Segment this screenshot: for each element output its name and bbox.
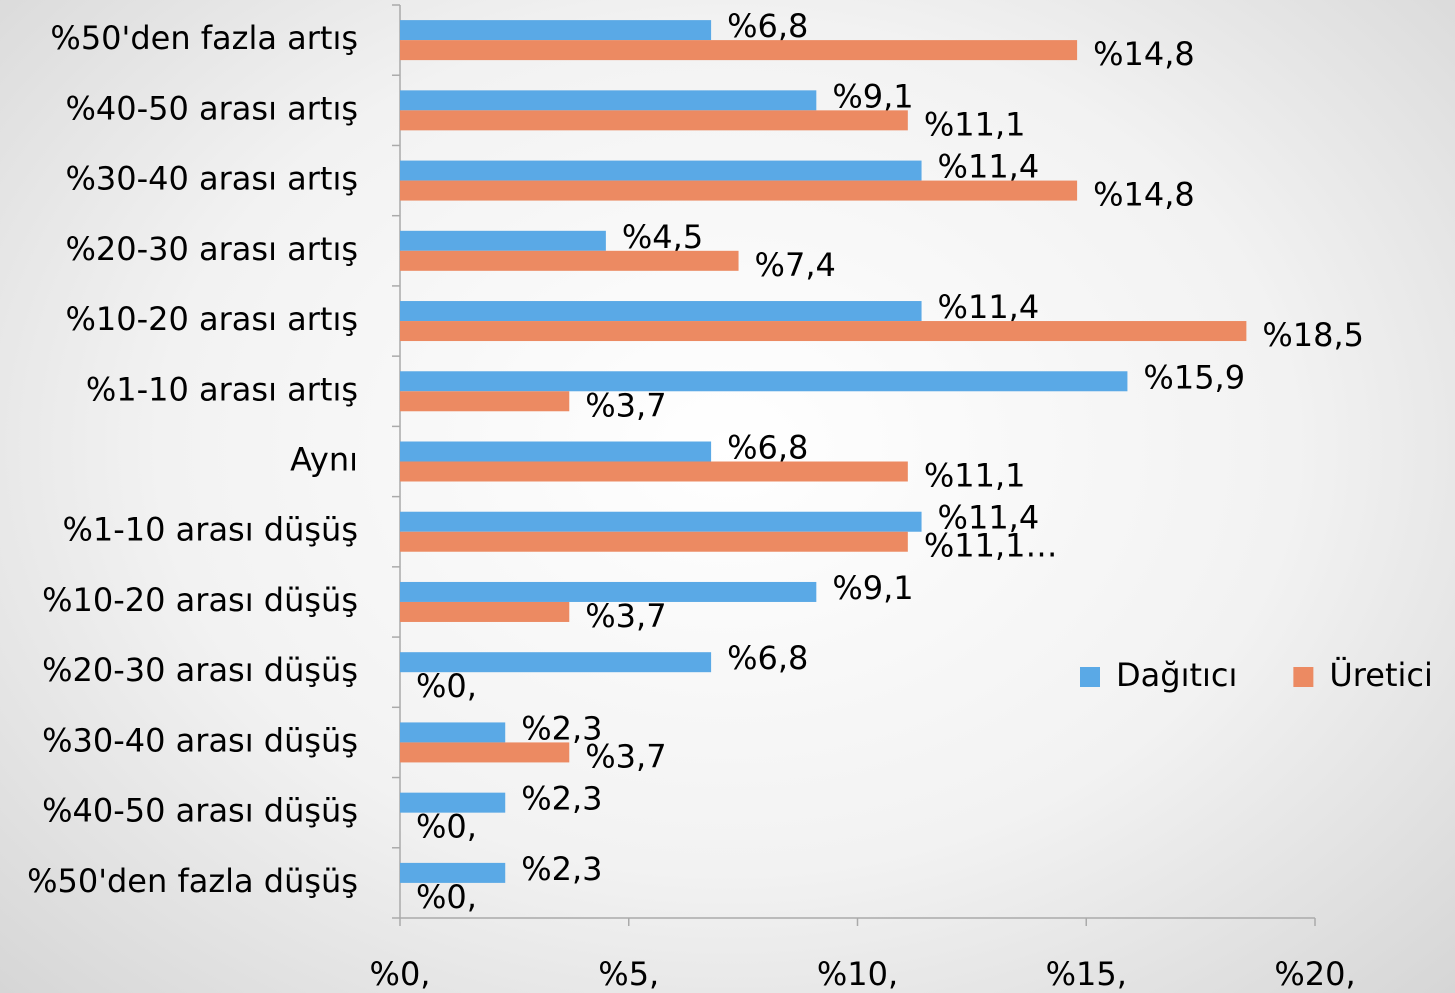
- data-label: %4,5: [622, 218, 703, 256]
- data-label: %9,1: [832, 77, 913, 115]
- y-tick-label: %20-30 arası artış: [65, 230, 358, 268]
- bar: [400, 531, 908, 552]
- data-label: %11,4: [938, 499, 1040, 537]
- legend-swatch: [1293, 667, 1314, 687]
- x-tick-label: %15,: [1046, 955, 1127, 993]
- x-tick-label: %10,: [817, 955, 898, 993]
- bar: [400, 40, 1078, 61]
- data-label: %3,7: [585, 386, 666, 424]
- bar: [400, 90, 817, 111]
- data-label: %11,1: [924, 105, 1026, 143]
- bar: [400, 371, 1128, 392]
- bar: [400, 321, 1247, 342]
- y-tick-label: %40-50 arası artış: [65, 89, 358, 127]
- bar: [400, 461, 908, 482]
- data-label: %18,5: [1262, 316, 1364, 354]
- bar: [400, 601, 570, 622]
- data-label: %2,3: [521, 850, 602, 888]
- data-label: %6,8: [727, 7, 808, 45]
- y-tick-label: %30-40 arası artış: [65, 160, 358, 198]
- data-label: %9,1: [832, 569, 913, 607]
- bar: [400, 862, 506, 883]
- data-label: %2,3: [521, 709, 602, 747]
- data-label: %7,4: [755, 246, 836, 284]
- data-label: %6,8: [727, 429, 808, 467]
- legend-swatch: [1080, 667, 1100, 687]
- data-label: %11,1…: [924, 527, 1058, 565]
- data-label: %6,8: [727, 639, 808, 677]
- x-tick-label: %20,: [1274, 955, 1355, 993]
- y-tick-label: %30-40 arası düşüş: [42, 721, 358, 759]
- data-label: %0,: [416, 808, 477, 846]
- data-label: %0,: [416, 667, 477, 705]
- y-tick-label: %20-30 arası düşüş: [42, 651, 358, 689]
- y-tick-label: %40-50 arası düşüş: [42, 792, 358, 830]
- data-label: %0,: [416, 878, 477, 916]
- data-label: %15,9: [1143, 358, 1245, 396]
- data-label: %14,8: [1093, 35, 1195, 73]
- bar: [400, 20, 712, 41]
- bar: [400, 230, 606, 251]
- y-tick-label: %10-20 arası artış: [65, 300, 358, 338]
- bar: [400, 391, 570, 412]
- bar: [400, 160, 922, 181]
- data-label: %2,3: [521, 780, 602, 818]
- data-label: %3,7: [585, 597, 666, 635]
- data-label: %14,8: [1093, 176, 1195, 214]
- y-tick-label: %50'den fazla artış: [50, 19, 358, 57]
- data-label: %3,7: [585, 737, 666, 775]
- x-tick-label: %0,: [370, 955, 431, 993]
- bar: [400, 441, 712, 462]
- bar: [400, 722, 506, 743]
- data-label: %11,1: [924, 457, 1026, 495]
- bar: [400, 652, 712, 673]
- legend-label: Üretici: [1329, 656, 1432, 694]
- bar: [400, 250, 739, 271]
- bar: [400, 511, 922, 532]
- y-tick-label: Aynı: [290, 441, 358, 479]
- data-label: %11,4: [938, 288, 1040, 326]
- bar: [400, 110, 908, 131]
- bar: [400, 742, 570, 763]
- x-tick-label: %5,: [598, 955, 659, 993]
- y-tick-label: %1-10 arası artış: [86, 370, 358, 408]
- data-label: %11,4: [938, 148, 1040, 186]
- bar: [400, 180, 1078, 201]
- bar: [400, 792, 506, 813]
- bar: [400, 301, 922, 322]
- bar: [400, 581, 817, 602]
- y-tick-label: %10-20 arası düşüş: [42, 581, 358, 619]
- y-tick-label: %50'den fazla düşüş: [27, 862, 358, 900]
- y-tick-label: %1-10 arası düşüş: [62, 511, 358, 549]
- legend-label: Dağıtıcı: [1116, 656, 1237, 694]
